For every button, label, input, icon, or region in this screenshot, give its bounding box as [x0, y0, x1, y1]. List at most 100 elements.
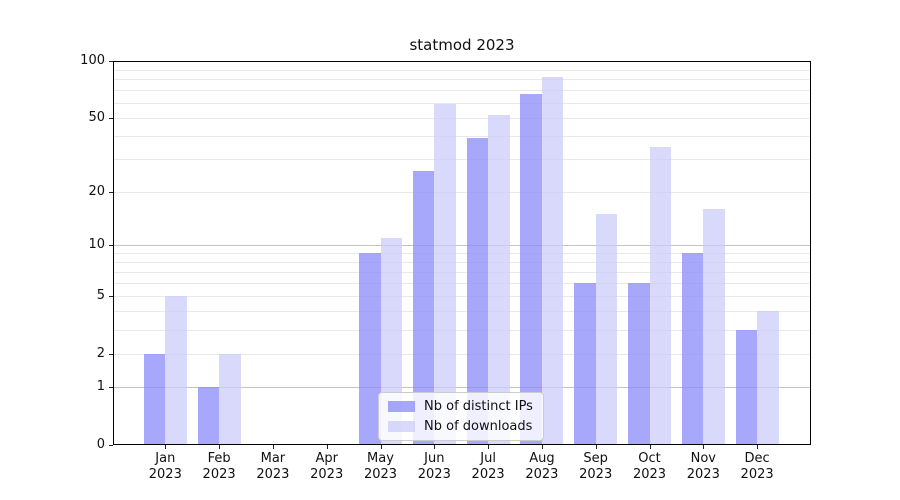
y-tick-label: 50 [88, 109, 105, 125]
bar-downloads-sep [595, 214, 618, 445]
x-tick-year: 2023 [686, 467, 720, 482]
y-tick-label: 0 [96, 437, 105, 452]
x-tick-month: Jun [424, 451, 445, 466]
gridline-minor [113, 329, 811, 331]
y-tick-mark [109, 295, 113, 297]
gridline-minor [113, 311, 811, 313]
y-tick-label: 2 [96, 345, 105, 361]
legend-swatch-distinct-ips [388, 401, 415, 412]
legend: Nb of distinct IPs Nb of downloads [378, 392, 544, 441]
x-tick-month: Apr [315, 451, 338, 466]
bar-distinct-ips-nov [681, 253, 704, 445]
x-tick-year: 2023 [256, 467, 290, 482]
x-tick-mark [434, 445, 436, 449]
x-tick-year: 2023 [525, 467, 559, 482]
gridline-minor [113, 283, 811, 285]
bar-downloads-jan [165, 295, 187, 445]
legend-label-downloads: Nb of downloads [424, 419, 533, 434]
gridline-minor [113, 69, 811, 71]
y-tick-label: 20 [88, 183, 105, 199]
x-tick-year: 2023 [471, 467, 505, 482]
bar-downloads-aug [541, 77, 564, 445]
gridline-minor [113, 136, 811, 137]
x-tick-mark [219, 445, 221, 449]
legend-swatch-downloads [388, 421, 415, 432]
x-tick-mark [649, 445, 651, 449]
x-tick-label-feb: Feb 2023 [191, 451, 247, 483]
x-tick-year: 2023 [579, 467, 613, 482]
gridline-major [113, 387, 811, 389]
x-tick-month: Nov [690, 451, 716, 466]
gridline-minor [113, 353, 811, 355]
x-tick-label-jan: Jan 2023 [137, 451, 193, 483]
y-tick-mark [109, 245, 113, 247]
gridline-layer [113, 61, 811, 445]
x-tick-mark [380, 445, 382, 449]
x-tick-month: Jan [155, 451, 176, 466]
y-tick-label: 100 [80, 53, 105, 68]
y-tick-label: 5 [96, 287, 105, 303]
gridline-minor [113, 90, 811, 92]
bar-distinct-ips-jun [412, 170, 435, 445]
gridline-minor [113, 102, 811, 104]
y-tick-label: 10 [88, 237, 105, 253]
bar-distinct-ips-may [359, 253, 381, 445]
bar-distinct-ips-dec [735, 329, 758, 445]
y-tick-mark [109, 61, 113, 62]
y-tick-mark [109, 445, 113, 446]
bar-distinct-ips-feb [197, 387, 220, 445]
bar-downloads-jun [434, 104, 456, 445]
legend-item-distinct-ips: Nb of distinct IPs [388, 399, 533, 414]
x-tick-year: 2023 [310, 467, 344, 482]
x-tick-year: 2023 [363, 467, 398, 482]
gridline-minor [113, 79, 811, 81]
x-tick-mark [703, 445, 705, 449]
legend-label-distinct-ips: Nb of distinct IPs [424, 399, 533, 414]
x-tick-year: 2023 [740, 467, 774, 482]
gridline-minor [113, 117, 811, 119]
bar-distinct-ips-aug [520, 93, 542, 445]
x-tick-label-jun: Jun 2023 [406, 451, 462, 483]
x-tick-label-may: May 2023 [353, 451, 409, 483]
bar-distinct-ips-oct [628, 283, 650, 445]
x-tick-mark [541, 445, 543, 449]
y-tick-mark [109, 117, 113, 119]
x-tick-month: Feb [207, 451, 231, 466]
gridline-minor [113, 253, 811, 255]
bar-downloads-dec [757, 311, 779, 445]
x-tick-label-aug: Aug 2023 [514, 451, 570, 483]
bar-downloads-oct [649, 146, 671, 445]
gridline-minor [113, 159, 811, 161]
x-tick-mark [272, 445, 274, 449]
x-tick-label-mar: Mar 2023 [245, 451, 301, 483]
x-tick-mark [595, 445, 597, 449]
y-tick-mark [109, 353, 113, 355]
legend-item-downloads: Nb of downloads [388, 419, 533, 434]
bar-distinct-ips-jul [466, 138, 489, 445]
x-tick-month: Oct [638, 451, 661, 466]
x-tick-month: Sep [583, 451, 608, 466]
x-tick-label-sep: Sep 2023 [568, 451, 624, 483]
x-tick-label-apr: Apr 2023 [299, 451, 355, 483]
x-tick-mark [326, 445, 328, 449]
bar-distinct-ips-sep [574, 283, 596, 445]
x-tick-label-oct: Oct 2023 [622, 451, 678, 483]
chart-title: statmod 2023 [409, 36, 515, 54]
x-tick-mark [165, 445, 167, 449]
y-tick-label: 1 [96, 379, 105, 395]
bar-downloads-jul [488, 114, 510, 445]
x-tick-month: Jul [480, 451, 496, 466]
gridline-minor [113, 191, 811, 193]
gridline-major [113, 245, 811, 247]
gridline-minor [113, 271, 811, 273]
x-tick-month: Dec [744, 451, 770, 466]
x-tick-month: May [367, 451, 394, 466]
x-tick-month: Aug [529, 451, 555, 466]
x-tick-month: Mar [260, 451, 286, 466]
bar-downloads-nov [703, 209, 725, 445]
x-tick-year: 2023 [417, 467, 451, 482]
x-tick-year: 2023 [148, 467, 182, 482]
y-tick-mark [109, 191, 113, 193]
x-tick-year: 2023 [202, 467, 236, 482]
